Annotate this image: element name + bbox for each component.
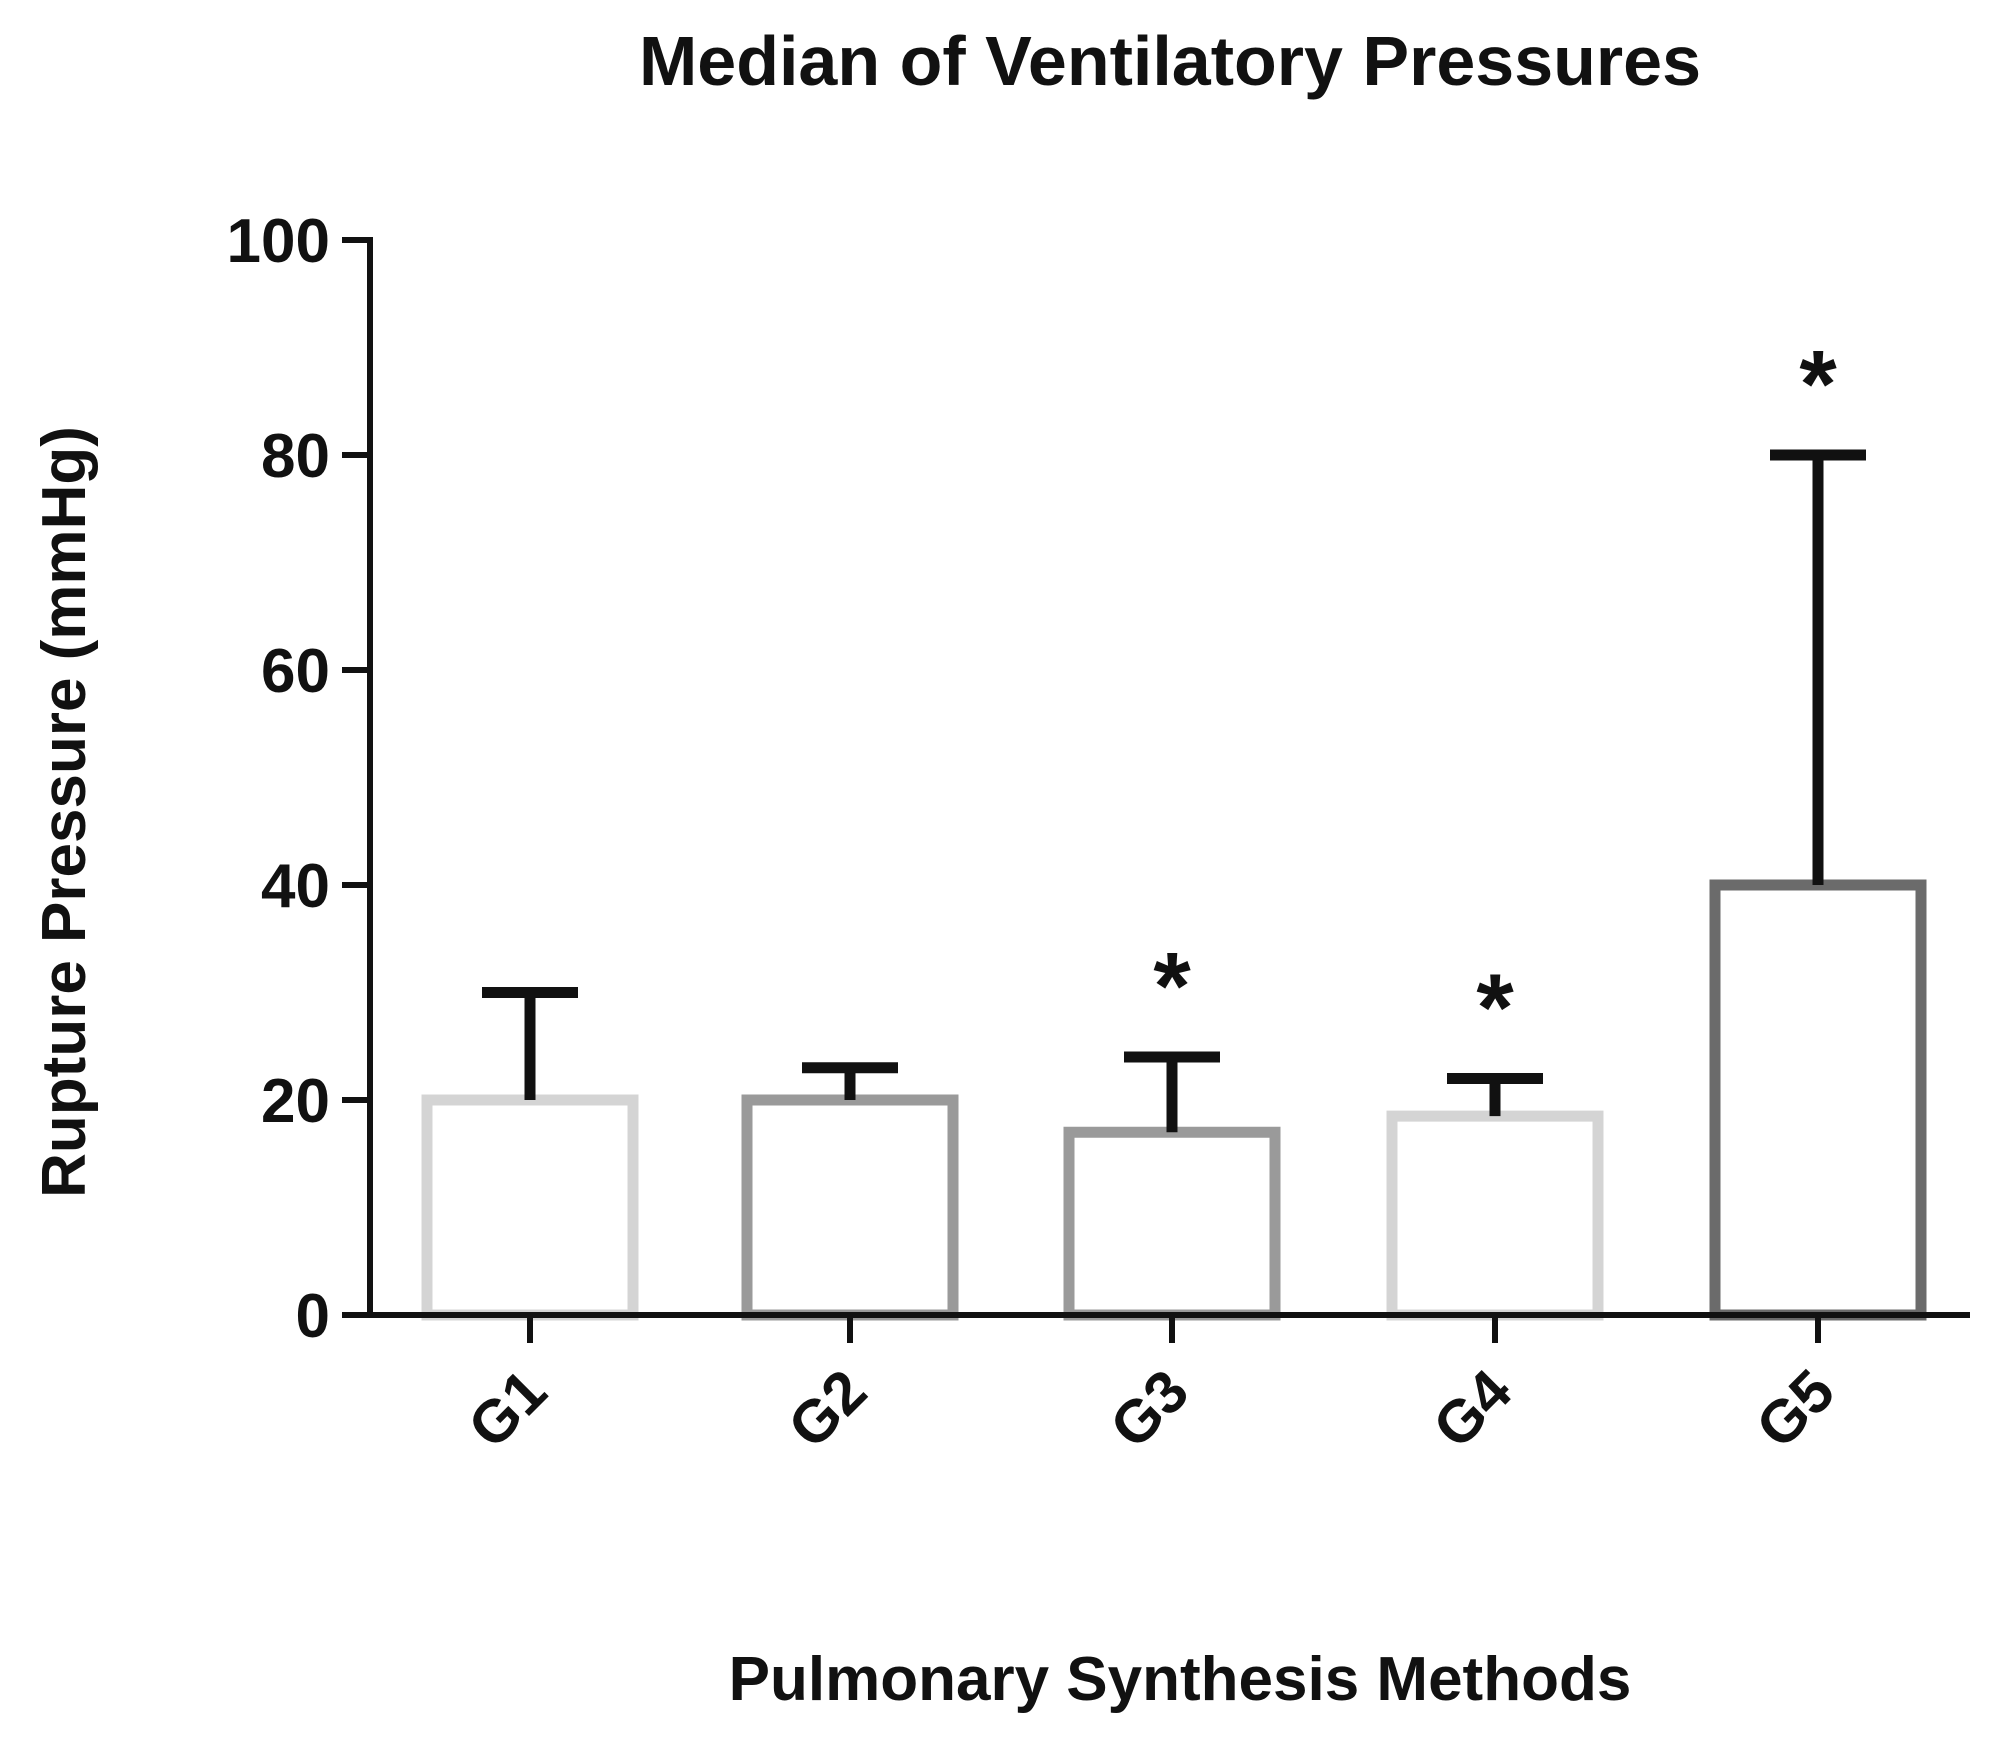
x-tick-label-g3: G3 <box>1097 1357 1201 1461</box>
bar-g5 <box>1709 879 1927 1321</box>
x-tick-label-g2: G2 <box>775 1357 879 1461</box>
x-tick-label-g1: G1 <box>455 1357 559 1461</box>
x-axis-label: Pulmonary Synthesis Methods <box>729 1645 1632 1714</box>
y-tick-label-60: 60 <box>261 637 330 706</box>
y-tick-label-100: 100 <box>227 207 330 276</box>
y-tick-label-80: 80 <box>261 422 330 491</box>
plot-area: * * * 0 20 40 60 80 100 G1 G2 G3 G4 G5 <box>227 207 1970 1461</box>
bar-g4 <box>1386 1110 1604 1321</box>
y-axis-label: Rupture Pressure (mmHg) <box>30 426 99 1198</box>
bar-g2 <box>741 1094 959 1321</box>
bar-g3 <box>1063 1126 1281 1321</box>
y-tick-label-20: 20 <box>261 1067 330 1136</box>
x-tick-label-g4: G4 <box>1420 1356 1524 1460</box>
y-tick-label-40: 40 <box>261 852 330 921</box>
significance-marker-g5: * <box>1799 331 1837 438</box>
significance-marker-g3: * <box>1153 933 1191 1040</box>
y-tick-label-0: 0 <box>296 1282 330 1351</box>
x-tick-label-g5: G5 <box>1743 1357 1847 1461</box>
bar-g1 <box>421 1094 639 1321</box>
chart-title: Median of Ventilatory Pressures <box>639 22 1701 100</box>
significance-marker-g4: * <box>1476 955 1514 1062</box>
